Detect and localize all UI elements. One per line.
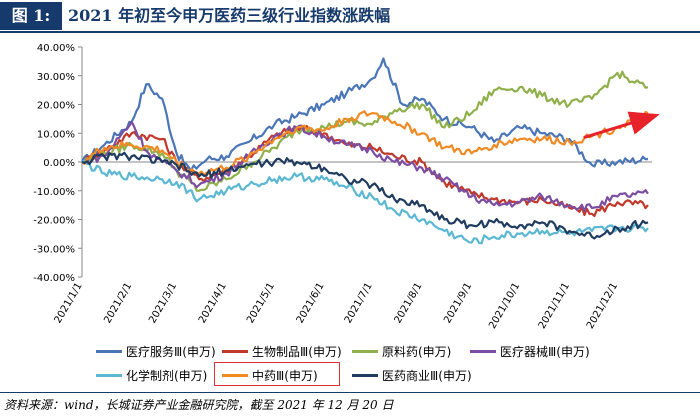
series-line [81, 151, 649, 240]
legend-swatch [96, 373, 122, 377]
legend-label: 医疗器械Ⅲ(申万) [500, 344, 590, 359]
x-tick-label: 2021/1/1 [53, 281, 85, 325]
chart-legend: 医疗服务Ⅲ(申万) 生物制品Ⅲ(申万) 原料药(申万) 医疗器械Ⅲ(申万) 化学制剂(申… [0, 341, 700, 389]
x-tick-label: 2021/5/1 [245, 281, 277, 325]
x-tick-label: 2021/6/1 [295, 281, 327, 325]
x-tick-label: 2021/2/1 [102, 281, 134, 325]
legend-item: 生物制品Ⅲ(申万) [222, 341, 342, 361]
x-tick-label: 2021/10/1 [487, 281, 522, 331]
legend-label: 生物制品Ⅲ(申万) [252, 344, 342, 359]
y-tick-label: -40.00% [33, 273, 75, 284]
legend-swatch [222, 349, 248, 353]
series-line [81, 57, 649, 172]
legend-highlight-box [214, 362, 340, 386]
figure-label: 图 1: [0, 2, 62, 30]
x-tick-label: 2021/8/1 [393, 281, 425, 325]
y-tick-label: -10.00% [33, 187, 75, 198]
source-rule [0, 392, 700, 393]
legend-label: 医疗服务Ⅲ(申万) [126, 344, 216, 359]
legend-swatch [470, 349, 496, 353]
x-tick-label: 2021/11/1 [537, 281, 572, 331]
x-tick-label: 2021/3/1 [147, 281, 179, 325]
y-tick-label: -30.00% [33, 244, 75, 255]
series-line [81, 110, 649, 177]
legend-swatch [96, 349, 122, 353]
line-chart: 40.00% 30.00% 20.00% 10.00% 0.00% -10.00% -20.… [33, 43, 660, 331]
chart-series [81, 57, 649, 245]
chart-title: 2021 年初至今申万医药三级行业指数涨跌幅 [68, 6, 391, 25]
x-tick-label: 2021/12/1 [585, 281, 620, 331]
legend-item: 医疗器械Ⅲ(申万) [470, 341, 590, 361]
legend-item: 原料药(申万) [352, 341, 451, 361]
y-tick-label: -20.00% [33, 216, 75, 227]
legend-swatch [222, 373, 248, 377]
y-tick-label: 0.00% [43, 158, 75, 169]
legend-label: 化学制剂(申万) [126, 368, 208, 383]
legend-item: 化学制剂(申万) [96, 365, 207, 385]
title-rule [0, 31, 700, 33]
chart-annotation [583, 111, 660, 139]
y-tick-label: 20.00% [37, 101, 75, 112]
x-tick-label: 2021/7/1 [343, 281, 375, 325]
legend-item: 中药Ⅲ(申万) [222, 365, 318, 385]
chart-axes: 40.00% 30.00% 20.00% 10.00% 0.00% -10.00% -20.… [33, 43, 652, 331]
x-tick-label: 2021/9/1 [442, 281, 474, 325]
legend-label: 原料药(申万) [382, 344, 452, 359]
series-line [81, 159, 649, 245]
series-line [81, 70, 649, 192]
y-tick-label: 10.00% [37, 129, 75, 140]
legend-label: 中药Ⅲ(申万) [252, 368, 318, 383]
x-tick-label: 2021/4/1 [197, 281, 229, 325]
y-tick-label: 40.00% [37, 43, 75, 54]
series-line [81, 120, 649, 213]
title-bar: 图 1: 2021 年初至今申万医药三级行业指数涨跌幅 [0, 0, 700, 33]
trend-arrow [583, 111, 660, 139]
y-tick-label: 30.00% [37, 72, 75, 83]
legend-item: 医疗服务Ⅲ(申万) [96, 341, 216, 361]
source-note: 资料来源：wind，长城证券产业金融研究院，截至 2021 年 12 月 20 … [4, 398, 394, 412]
legend-label: 医药商业Ⅲ(申万) [382, 368, 472, 383]
legend-swatch [352, 373, 378, 377]
legend-item: 医药商业Ⅲ(申万) [352, 365, 472, 385]
legend-swatch [352, 349, 378, 353]
